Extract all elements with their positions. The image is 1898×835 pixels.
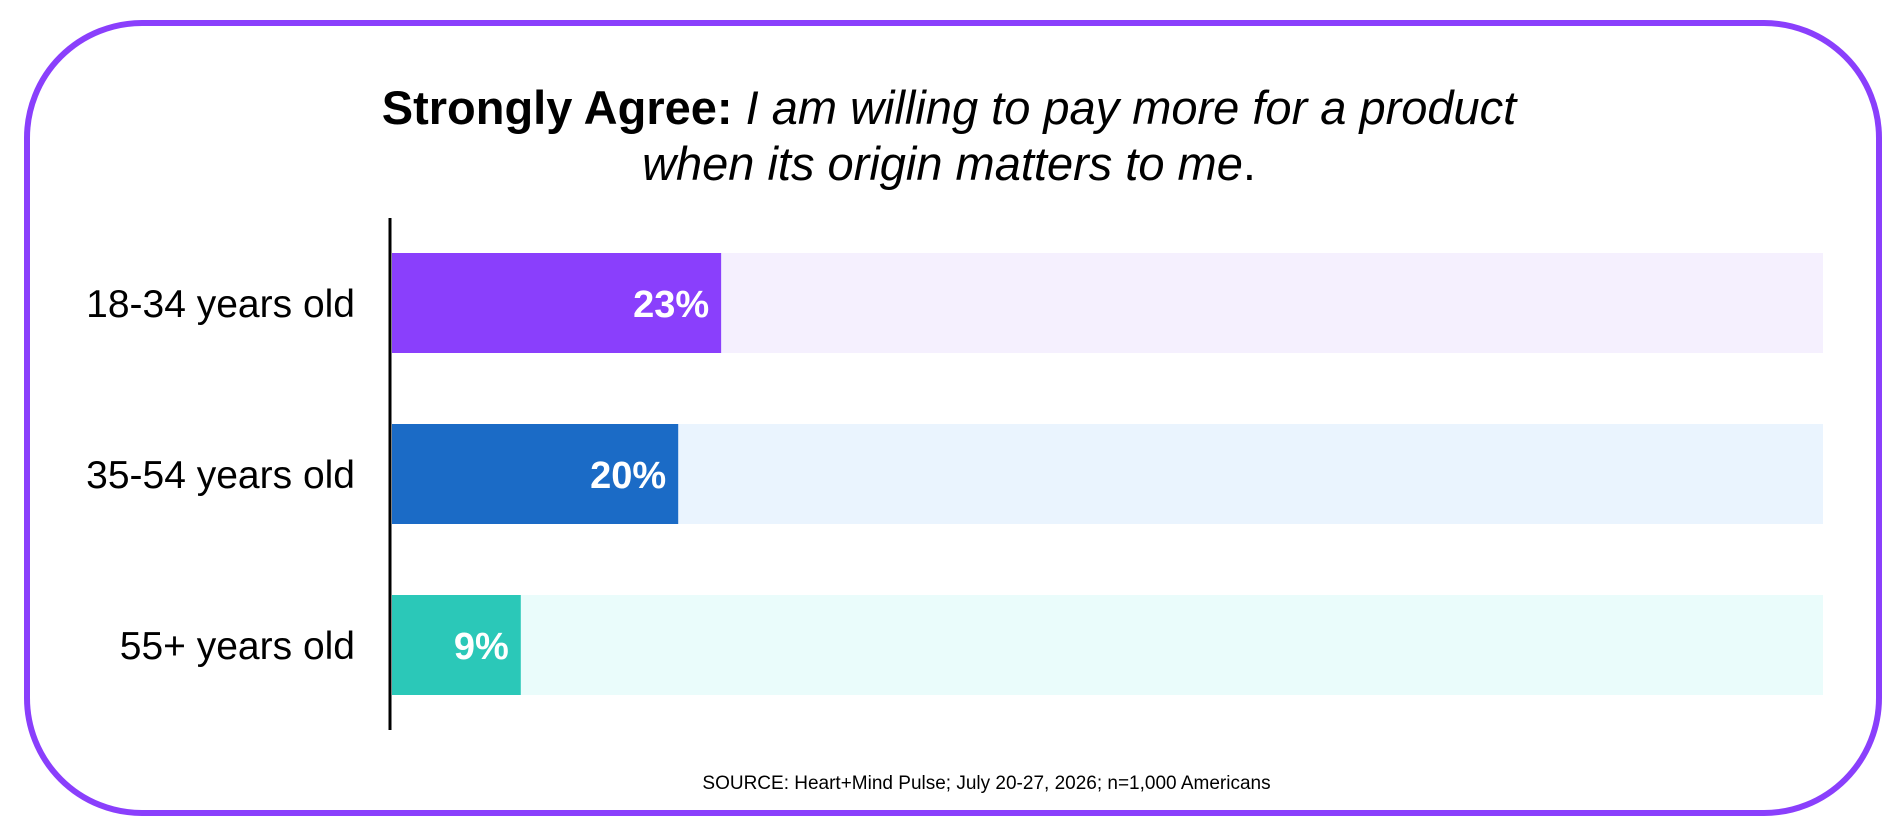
title-lead: Strongly Agree:	[381, 81, 733, 134]
category-label: 55+ years old	[120, 625, 355, 668]
title-end: .	[1242, 137, 1256, 190]
value-label: 20%	[590, 455, 666, 497]
value-label: 23%	[633, 284, 709, 326]
bar	[392, 253, 722, 353]
source-note: SOURCE: Heart+Mind Pulse; July 20-27, 20…	[702, 773, 1271, 794]
title-italic-line1: I am willing to pay more for a product	[745, 81, 1517, 134]
bar	[392, 595, 521, 695]
chart-layer: 18-34 years old 23% 35-54 years old 20% 55+ …	[86, 253, 1823, 695]
value-label: 9%	[454, 626, 509, 668]
bar	[392, 424, 679, 524]
title-italic-line2: when its origin matters to me	[642, 137, 1243, 190]
chart-title: Strongly Agree: I am willing to pay more…	[0, 80, 1898, 192]
category-label: 18-34 years old	[86, 283, 355, 326]
bar-track	[392, 595, 1823, 695]
category-label: 35-54 years old	[86, 454, 355, 497]
